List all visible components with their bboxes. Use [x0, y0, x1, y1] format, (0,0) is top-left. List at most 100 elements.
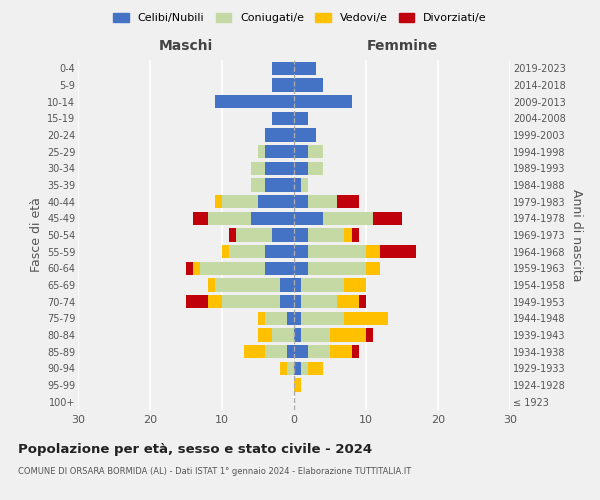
Bar: [294, 362, 301, 375]
Bar: [236, 228, 272, 241]
Bar: [215, 195, 222, 208]
Bar: [294, 378, 301, 392]
Legend: Celibi/Nubili, Coniugati/e, Vedovi/e, Divorziati/e: Celibi/Nubili, Coniugati/e, Vedovi/e, Di…: [109, 8, 491, 28]
Bar: [352, 345, 359, 358]
Bar: [294, 328, 301, 342]
Bar: [366, 262, 380, 275]
Bar: [193, 212, 208, 225]
Bar: [294, 62, 316, 75]
Bar: [294, 112, 308, 125]
Bar: [352, 228, 359, 241]
Bar: [222, 245, 229, 258]
Bar: [265, 245, 294, 258]
Bar: [294, 245, 308, 258]
Bar: [265, 145, 294, 158]
Text: Maschi: Maschi: [159, 39, 213, 53]
Bar: [294, 95, 352, 108]
Y-axis label: Anni di nascita: Anni di nascita: [570, 188, 583, 281]
Bar: [287, 345, 294, 358]
Bar: [337, 295, 359, 308]
Bar: [272, 328, 294, 342]
Bar: [294, 278, 301, 291]
Bar: [308, 362, 323, 375]
Bar: [330, 328, 366, 342]
Bar: [265, 162, 294, 175]
Bar: [200, 262, 265, 275]
Bar: [308, 228, 344, 241]
Bar: [215, 95, 294, 108]
Bar: [308, 162, 323, 175]
Bar: [294, 178, 301, 192]
Bar: [294, 212, 323, 225]
Bar: [258, 312, 265, 325]
Bar: [344, 312, 388, 325]
Bar: [359, 295, 366, 308]
Bar: [229, 245, 265, 258]
Bar: [344, 278, 366, 291]
Bar: [308, 245, 366, 258]
Bar: [308, 345, 330, 358]
Bar: [208, 278, 215, 291]
Bar: [366, 245, 380, 258]
Bar: [272, 62, 294, 75]
Bar: [265, 128, 294, 141]
Bar: [244, 345, 265, 358]
Bar: [222, 195, 258, 208]
Bar: [287, 362, 294, 375]
Bar: [193, 262, 200, 275]
Bar: [258, 145, 265, 158]
Bar: [337, 195, 359, 208]
Bar: [294, 195, 308, 208]
Bar: [280, 295, 294, 308]
Y-axis label: Fasce di età: Fasce di età: [29, 198, 43, 272]
Bar: [301, 178, 308, 192]
Text: Popolazione per età, sesso e stato civile - 2024: Popolazione per età, sesso e stato civil…: [18, 442, 372, 456]
Bar: [208, 212, 251, 225]
Bar: [294, 345, 308, 358]
Bar: [308, 145, 323, 158]
Bar: [308, 195, 337, 208]
Bar: [287, 312, 294, 325]
Bar: [229, 228, 236, 241]
Bar: [301, 312, 344, 325]
Bar: [301, 278, 344, 291]
Bar: [265, 312, 287, 325]
Bar: [215, 278, 280, 291]
Text: Femmine: Femmine: [367, 39, 437, 53]
Bar: [280, 278, 294, 291]
Bar: [265, 345, 287, 358]
Bar: [301, 328, 330, 342]
Bar: [294, 145, 308, 158]
Bar: [308, 262, 366, 275]
Bar: [294, 262, 308, 275]
Bar: [330, 345, 352, 358]
Bar: [294, 162, 308, 175]
Bar: [294, 128, 316, 141]
Bar: [265, 178, 294, 192]
Bar: [186, 262, 193, 275]
Bar: [301, 362, 308, 375]
Bar: [251, 162, 265, 175]
Bar: [265, 262, 294, 275]
Bar: [272, 112, 294, 125]
Text: COMUNE DI ORSARA BORMIDA (AL) - Dati ISTAT 1° gennaio 2024 - Elaborazione TUTTIT: COMUNE DI ORSARA BORMIDA (AL) - Dati IST…: [18, 468, 411, 476]
Bar: [272, 78, 294, 92]
Bar: [280, 362, 287, 375]
Bar: [294, 312, 301, 325]
Bar: [258, 328, 272, 342]
Bar: [208, 295, 222, 308]
Bar: [186, 295, 208, 308]
Bar: [272, 228, 294, 241]
Bar: [323, 212, 373, 225]
Bar: [373, 212, 402, 225]
Bar: [251, 178, 265, 192]
Bar: [222, 295, 280, 308]
Bar: [366, 328, 373, 342]
Bar: [258, 195, 294, 208]
Bar: [380, 245, 416, 258]
Bar: [251, 212, 294, 225]
Bar: [344, 228, 352, 241]
Bar: [294, 78, 323, 92]
Bar: [294, 228, 308, 241]
Bar: [294, 295, 301, 308]
